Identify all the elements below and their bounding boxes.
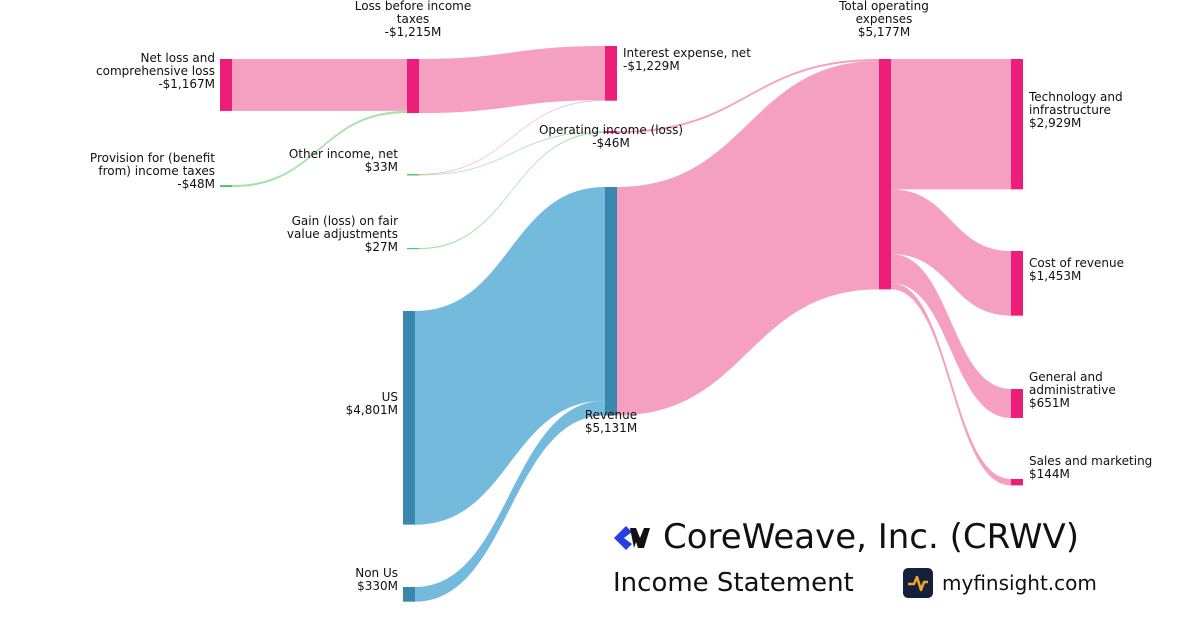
node-bar bbox=[403, 587, 415, 602]
node-name: Technology and infrastructure bbox=[1029, 90, 1123, 117]
node-name: Provision for (benefit from) income taxe… bbox=[89, 151, 215, 178]
node-value: $2,929M bbox=[1029, 116, 1082, 130]
source-icon-line bbox=[908, 575, 928, 592]
logo-mark bbox=[614, 526, 632, 550]
node-value: $651M bbox=[1029, 396, 1070, 410]
node-name: Sales and marketing bbox=[1029, 454, 1153, 468]
node-value: $144M bbox=[1029, 467, 1070, 481]
node-bar bbox=[407, 174, 419, 176]
company-logo bbox=[614, 526, 650, 550]
node-label: Provision for (benefit from) income taxe… bbox=[85, 152, 215, 191]
node-bar bbox=[605, 131, 617, 134]
node-label: Sales and marketing $144M bbox=[1029, 455, 1179, 481]
node-label: Loss before income taxes -$1,215M bbox=[353, 0, 473, 39]
flow-link bbox=[415, 187, 605, 525]
node-name: Revenue bbox=[584, 408, 638, 422]
flow-link bbox=[232, 59, 407, 111]
node-bar bbox=[1011, 479, 1023, 486]
flow-link bbox=[419, 46, 605, 114]
flow-link bbox=[617, 61, 879, 416]
node-value: -$1,229M bbox=[623, 59, 680, 73]
node-name: US bbox=[381, 390, 398, 404]
node-label: Interest expense, net -$1,229M bbox=[623, 47, 783, 73]
node-bar bbox=[220, 59, 232, 111]
node-bar bbox=[220, 185, 232, 188]
node-name: Gain (loss) on fair value adjustments bbox=[286, 214, 398, 241]
node-label: Cost of revenue $1,453M bbox=[1029, 257, 1149, 283]
node-name: Cost of revenue bbox=[1029, 256, 1125, 270]
flow-link bbox=[891, 59, 1011, 190]
node-value: -$1,215M bbox=[384, 25, 442, 39]
flow-link bbox=[891, 189, 1011, 316]
node-bar bbox=[605, 46, 617, 101]
node-label: Non Us $330M bbox=[318, 567, 398, 593]
node-label: Other income, net $33M bbox=[268, 148, 398, 174]
node-value: $5,131M bbox=[584, 421, 638, 435]
node-label: Gain (loss) on fair value adjustments $27… bbox=[268, 215, 398, 254]
flow-link bbox=[419, 100, 605, 175]
logo-mark bbox=[630, 528, 650, 548]
node-label: US $4,801M bbox=[318, 391, 398, 417]
node-bar bbox=[605, 187, 617, 416]
flow-link bbox=[617, 59, 879, 134]
links bbox=[232, 46, 1011, 602]
node-value: $1,453M bbox=[1029, 269, 1082, 283]
node-name: Total operating expenses bbox=[839, 0, 929, 26]
node-value: -$46M bbox=[592, 136, 630, 150]
flow-link bbox=[891, 253, 1011, 418]
flow-link bbox=[419, 131, 605, 250]
source-logo bbox=[903, 568, 933, 598]
source-name: myfinsight.com bbox=[942, 571, 1097, 595]
node-value: $27M bbox=[364, 240, 398, 254]
node-name: Operating income (loss) bbox=[538, 123, 684, 137]
node-label: General and administrative $651M bbox=[1029, 371, 1139, 410]
flow-link bbox=[415, 400, 605, 602]
node-value: -$1,167M bbox=[158, 77, 215, 91]
node-bar bbox=[407, 59, 419, 114]
node-value: $330M bbox=[357, 579, 398, 593]
flow-link bbox=[232, 110, 407, 188]
node-bar bbox=[403, 311, 415, 525]
node-label: Revenue $5,131M bbox=[561, 409, 661, 435]
node-value: $33M bbox=[364, 160, 398, 174]
node-name: General and administrative bbox=[1029, 370, 1116, 397]
node-label: Net loss and comprehensive loss -$1,167M bbox=[85, 52, 215, 91]
node-bar bbox=[1011, 59, 1023, 190]
statement-title: Income Statement bbox=[613, 568, 854, 598]
node-name: Net loss and comprehensive loss bbox=[96, 51, 215, 78]
node-label: Operating income (loss) -$46M bbox=[526, 124, 696, 150]
node-bar bbox=[1011, 389, 1023, 418]
node-bar bbox=[407, 248, 419, 250]
node-bar bbox=[1011, 251, 1023, 316]
node-label: Technology and infrastructure $2,929M bbox=[1029, 91, 1149, 130]
node-value: -$48M bbox=[177, 177, 215, 191]
node-name: Loss before income taxes bbox=[354, 0, 472, 26]
node-value: $5,177M bbox=[857, 25, 911, 39]
flow-link bbox=[419, 131, 605, 176]
company-name: CoreWeave, Inc. (CRWV) bbox=[663, 517, 1080, 557]
node-name: Interest expense, net bbox=[623, 46, 751, 60]
node-name: Other income, net bbox=[288, 147, 398, 161]
node-name: Non Us bbox=[355, 566, 398, 580]
flow-link bbox=[891, 282, 1011, 486]
node-bar bbox=[879, 59, 891, 290]
nodes bbox=[220, 46, 1023, 602]
node-value: $4,801M bbox=[345, 403, 398, 417]
node-label: Total operating expenses $5,177M bbox=[829, 0, 939, 39]
